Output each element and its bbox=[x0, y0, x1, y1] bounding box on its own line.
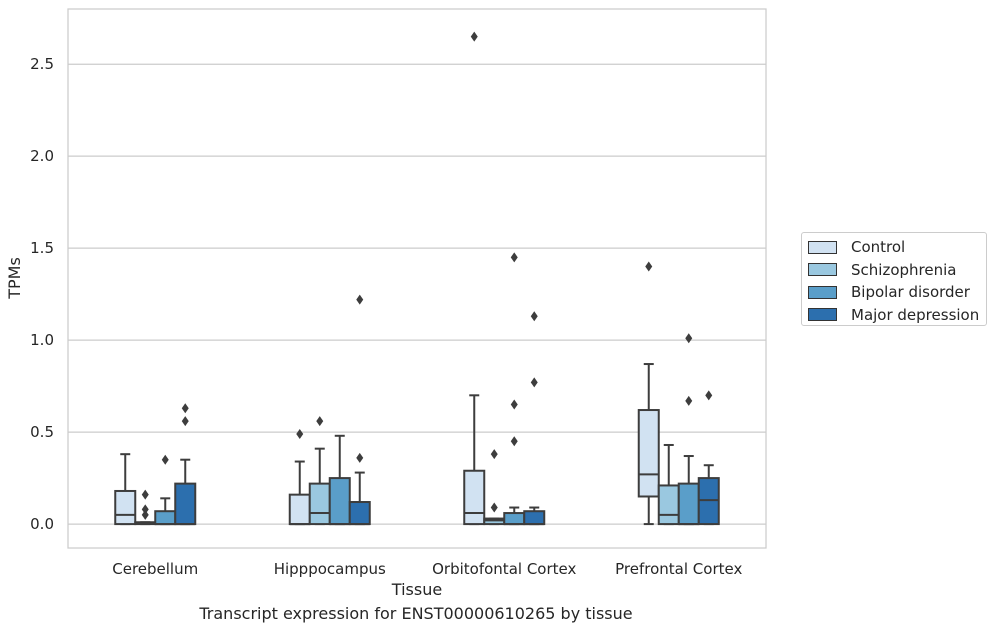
outlier-point bbox=[356, 294, 364, 305]
iqr-box bbox=[308, 482, 331, 526]
iqr-box bbox=[503, 512, 526, 526]
box-schizophrenia bbox=[657, 443, 680, 526]
boxes bbox=[114, 31, 720, 526]
y-tick-label: 2.5 bbox=[30, 55, 54, 73]
legend-swatch bbox=[808, 263, 837, 277]
outlier-point bbox=[296, 428, 304, 439]
x-tick-label: Hipppocampus bbox=[274, 560, 386, 578]
x-tick-labels: Cerebellum Hipppocampus Orbitofontal Corte… bbox=[112, 560, 742, 578]
outlier-point bbox=[141, 489, 149, 500]
y-tick-label: 2.0 bbox=[30, 147, 54, 165]
x-tick-label: Prefrontal Cortex bbox=[615, 560, 742, 578]
box-bipolar-disorder bbox=[677, 333, 700, 526]
gridlines bbox=[68, 63, 766, 525]
iqr-box bbox=[677, 482, 700, 526]
y-tick-label: 1.0 bbox=[30, 331, 54, 349]
y-tick-label: 0.5 bbox=[30, 423, 54, 441]
box-major-depression bbox=[697, 390, 720, 526]
box-schizophrenia bbox=[483, 449, 506, 526]
outlier-point bbox=[316, 416, 324, 427]
x-tick-label: Cerebellum bbox=[112, 560, 198, 578]
box-schizophrenia bbox=[134, 489, 157, 526]
outlier-point bbox=[685, 333, 693, 344]
iqr-box bbox=[114, 489, 137, 526]
outlier-point bbox=[645, 261, 653, 272]
iqr-box bbox=[463, 469, 486, 526]
y-axis-label: TPMs bbox=[5, 257, 24, 300]
iqr-box bbox=[174, 482, 197, 526]
outlier-point bbox=[530, 377, 538, 388]
outlier-point bbox=[510, 436, 518, 447]
iqr-box bbox=[288, 493, 311, 526]
y-tick-labels: 0.0 0.5 1.0 1.5 2.0 2.5 bbox=[30, 55, 54, 533]
legend-swatch bbox=[808, 308, 837, 322]
legend-label: Control bbox=[851, 238, 906, 257]
outlier-point bbox=[490, 449, 498, 460]
legend-item: Control bbox=[808, 236, 986, 259]
legend-label: Bipolar disorder bbox=[851, 283, 970, 302]
box-control bbox=[288, 428, 311, 526]
outlier-point bbox=[510, 399, 518, 410]
iqr-box bbox=[154, 510, 177, 526]
legend-item: Major depression bbox=[808, 304, 986, 327]
iqr-box bbox=[348, 501, 371, 526]
outlier-point bbox=[490, 502, 498, 513]
legend-item: Bipolar disorder bbox=[808, 281, 986, 304]
iqr-box bbox=[328, 477, 351, 526]
box-bipolar-disorder bbox=[154, 454, 177, 526]
outlier-point bbox=[181, 416, 189, 427]
outlier-point bbox=[510, 252, 518, 263]
legend-label: Schizophrenia bbox=[851, 260, 957, 279]
box-schizophrenia bbox=[308, 416, 331, 526]
box-bipolar-disorder bbox=[328, 434, 351, 526]
x-axis-label: Tissue bbox=[391, 580, 442, 599]
box-control bbox=[463, 31, 486, 526]
outlier-point bbox=[181, 403, 189, 414]
legend-item: Schizophrenia bbox=[808, 259, 986, 282]
outlier-point bbox=[356, 452, 364, 463]
legend-label: Major depression bbox=[851, 305, 980, 324]
box-major-depression bbox=[523, 311, 546, 526]
box-major-depression bbox=[174, 403, 197, 526]
box-major-depression bbox=[348, 294, 371, 526]
legend: Control Schizophrenia Bipolar disorder Majo… bbox=[801, 232, 987, 326]
y-tick-label: 0.0 bbox=[30, 515, 54, 533]
outlier-point bbox=[530, 311, 538, 322]
outlier-point bbox=[705, 390, 713, 401]
x-tick-label: Orbitofontal Cortex bbox=[432, 560, 576, 578]
iqr-box bbox=[657, 484, 680, 526]
outlier-point bbox=[685, 395, 693, 406]
iqr-box bbox=[637, 409, 660, 498]
y-tick-label: 1.5 bbox=[30, 239, 54, 257]
outlier-point bbox=[470, 31, 478, 42]
legend-swatch bbox=[808, 240, 837, 254]
outlier-point bbox=[161, 454, 169, 465]
box-control bbox=[114, 453, 137, 526]
plot-frame bbox=[67, 8, 767, 549]
box-bipolar-disorder bbox=[503, 252, 526, 526]
figure-caption: Transcript expression for ENST0000061026… bbox=[199, 604, 633, 623]
outlier-point bbox=[141, 504, 149, 515]
legend-swatch bbox=[808, 285, 837, 299]
iqr-box bbox=[523, 510, 546, 526]
box-control bbox=[637, 261, 660, 526]
outlier-point bbox=[141, 509, 149, 520]
